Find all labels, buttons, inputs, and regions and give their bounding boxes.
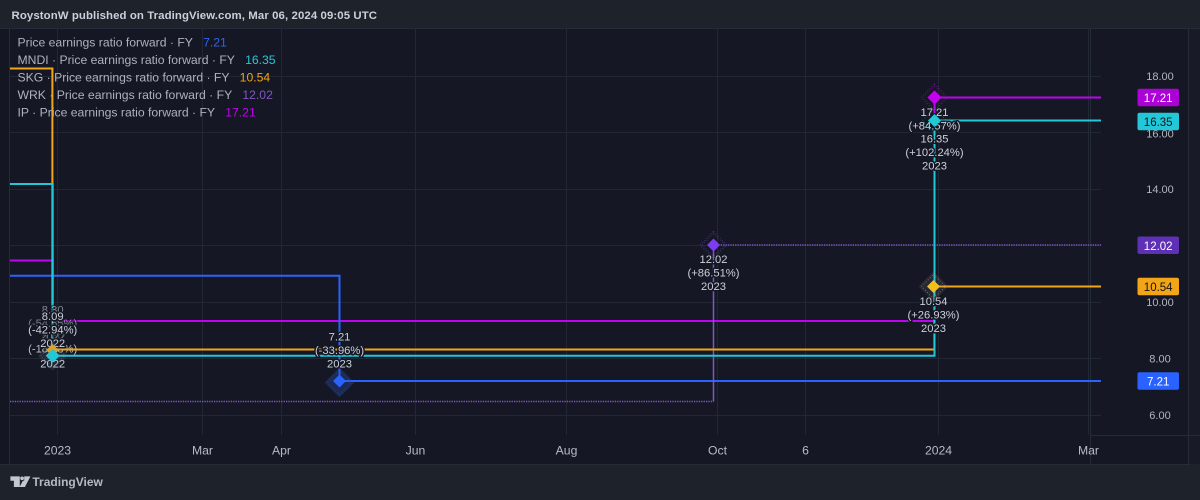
- svg-text:(+26.93%): (+26.93%): [908, 310, 960, 322]
- svg-text:7.21: 7.21: [329, 332, 351, 344]
- svg-text:RoystonW published on TradingV: RoystonW published on TradingView.com, M…: [12, 10, 378, 22]
- svg-text:2022: 2022: [40, 332, 65, 344]
- svg-text:Mar: Mar: [1078, 444, 1099, 458]
- svg-text:7.21: 7.21: [1147, 377, 1169, 389]
- svg-text:10.54: 10.54: [1144, 282, 1173, 294]
- svg-text:6.00: 6.00: [1149, 410, 1170, 422]
- svg-text:(+86.51%): (+86.51%): [688, 268, 740, 280]
- svg-text:SKG · Price earnings ratio for: SKG · Price earnings ratio forward · FY …: [18, 71, 271, 85]
- svg-text:2023: 2023: [921, 323, 946, 335]
- svg-text:16.00: 16.00: [1146, 129, 1174, 141]
- svg-text:14.00: 14.00: [1146, 184, 1174, 196]
- svg-text:IP · Price earnings ratio forw: IP · Price earnings ratio forward · FY 1…: [18, 106, 256, 120]
- svg-text:MNDI · Price earnings ratio fo: MNDI · Price earnings ratio forward · FY…: [18, 53, 276, 67]
- svg-text:2023: 2023: [922, 161, 947, 173]
- svg-text:(-54.55%): (-54.55%): [28, 318, 77, 330]
- svg-text:12.02: 12.02: [700, 254, 728, 266]
- svg-text:9.30: 9.30: [42, 330, 64, 342]
- svg-text:Oct: Oct: [708, 444, 728, 458]
- svg-text:18.00: 18.00: [1146, 71, 1174, 83]
- svg-text:8.30: 8.30: [42, 305, 64, 317]
- svg-text:Price earnings ratio forward ·: Price earnings ratio forward · FY 7.21: [18, 36, 228, 50]
- svg-text:(-33.96%): (-33.96%): [315, 345, 364, 357]
- svg-text:16.35: 16.35: [921, 134, 949, 146]
- svg-text:8.00: 8.00: [1149, 354, 1170, 366]
- svg-text:WRK · Price earnings ratio for: WRK · Price earnings ratio forward · FY …: [18, 88, 274, 102]
- svg-text:6: 6: [802, 444, 809, 458]
- svg-text:Aug: Aug: [556, 444, 578, 458]
- svg-text:Jun: Jun: [406, 444, 426, 458]
- svg-text:10.54: 10.54: [920, 296, 948, 308]
- svg-text:8.09: 8.09: [42, 311, 64, 323]
- svg-text:2024: 2024: [925, 444, 952, 458]
- svg-text:TradingView: TradingView: [32, 475, 103, 489]
- svg-text:16.35: 16.35: [1144, 117, 1173, 129]
- svg-text:17.21: 17.21: [1144, 93, 1173, 105]
- svg-text:Mar: Mar: [192, 444, 213, 458]
- svg-text:17.21: 17.21: [921, 107, 949, 119]
- svg-text:12.02: 12.02: [1144, 241, 1173, 253]
- svg-text:2022: 2022: [40, 338, 65, 350]
- svg-text:2023: 2023: [44, 444, 71, 458]
- svg-text:Apr: Apr: [272, 444, 291, 458]
- svg-text:2023: 2023: [327, 359, 352, 371]
- svg-text:(+102.24%): (+102.24%): [905, 147, 963, 159]
- svg-text:10.00: 10.00: [1146, 297, 1174, 309]
- svg-text:2023: 2023: [701, 281, 726, 293]
- svg-text:(-42.94%): (-42.94%): [28, 325, 77, 337]
- svg-text:2022: 2022: [40, 359, 65, 371]
